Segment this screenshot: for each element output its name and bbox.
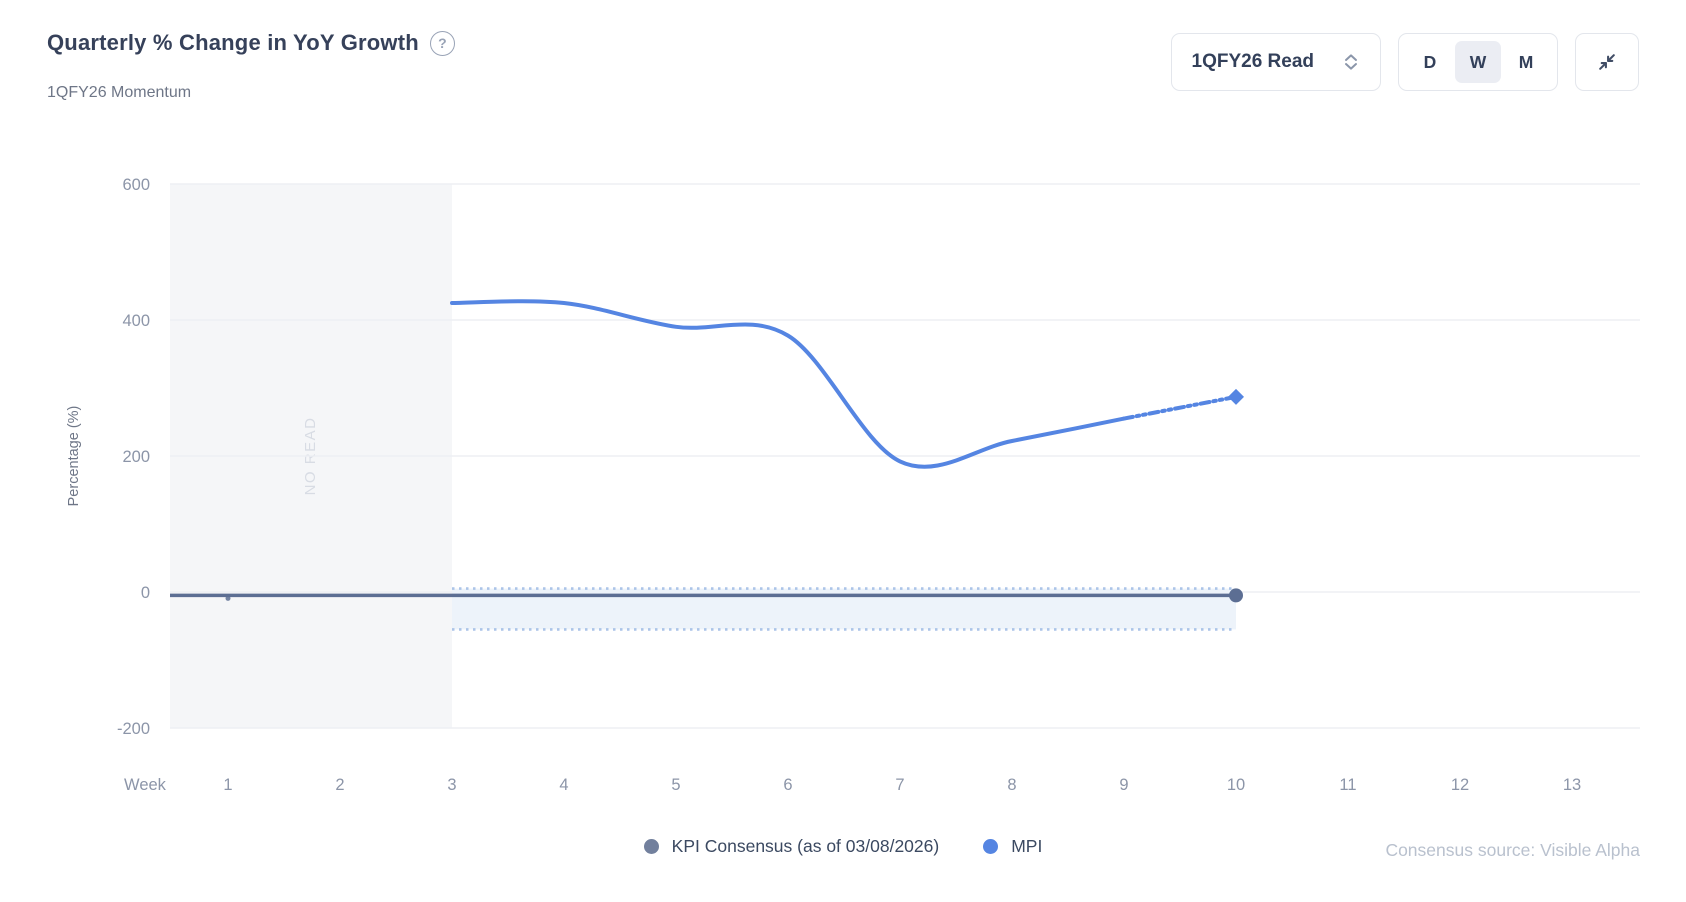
legend-item[interactable]: MPI bbox=[983, 836, 1042, 857]
granularity-toggle: D W M bbox=[1398, 33, 1558, 91]
y-tick-label: 0 bbox=[141, 584, 150, 602]
collapse-button[interactable] bbox=[1575, 33, 1639, 91]
legend-item[interactable]: KPI Consensus (as of 03/08/2026) bbox=[643, 836, 940, 857]
x-tick-label: 2 bbox=[335, 776, 344, 794]
legend-dot-icon bbox=[983, 839, 999, 854]
x-axis-prefix: Week bbox=[124, 776, 167, 794]
y-tick-label: 400 bbox=[122, 312, 150, 330]
y-tick-label: 200 bbox=[122, 448, 150, 466]
granularity-option-weekly[interactable]: W bbox=[1455, 41, 1501, 83]
legend-dot-icon bbox=[643, 839, 659, 854]
x-tick-label: 9 bbox=[1119, 776, 1128, 794]
page-title: Quarterly % Change in YoY Growth bbox=[47, 30, 419, 55]
x-tick-label: 13 bbox=[1563, 776, 1581, 794]
source-note: Consensus source: Visible Alpha bbox=[1385, 840, 1640, 860]
mpi-line-solid bbox=[450, 299, 1126, 469]
chart-legend: KPI Consensus (as of 03/08/2026) MPI bbox=[0, 836, 1686, 857]
x-tick-label: 5 bbox=[671, 776, 680, 794]
mpi-line-forecast bbox=[1122, 394, 1238, 421]
granularity-option-monthly[interactable]: M bbox=[1518, 51, 1534, 72]
x-tick-label: 10 bbox=[1227, 776, 1245, 794]
x-tick-label: 11 bbox=[1339, 776, 1356, 794]
header: Quarterly % Change in YoY Growth ? bbox=[47, 30, 455, 56]
kpi-consensus-end-marker bbox=[1229, 588, 1243, 603]
granularity-option-daily[interactable]: D bbox=[1423, 51, 1437, 72]
sort-chevrons-icon bbox=[1345, 54, 1357, 70]
period-select-value: 1QFY26 Read bbox=[1191, 51, 1315, 72]
x-tick-label: 6 bbox=[783, 776, 792, 794]
kpi-consensus-week1-marker bbox=[225, 595, 231, 601]
x-tick-label: 1 bbox=[223, 776, 232, 794]
y-tick-label: -200 bbox=[117, 720, 150, 738]
period-select[interactable]: 1QFY26 Read bbox=[1170, 33, 1381, 91]
x-tick-label: 3 bbox=[447, 776, 456, 794]
x-tick-label: 8 bbox=[1007, 776, 1016, 794]
help-icon[interactable]: ? bbox=[429, 30, 455, 56]
legend-label: MPI bbox=[1011, 836, 1043, 856]
y-axis-title: Percentage (%) bbox=[66, 406, 82, 507]
collapse-arrows-icon bbox=[1599, 54, 1615, 70]
x-tick-label: 7 bbox=[895, 776, 904, 794]
x-tick-label: 4 bbox=[559, 776, 568, 794]
legend-label: KPI Consensus (as of 03/08/2026) bbox=[671, 836, 940, 856]
header-controls: 1QFY26 Read D W M bbox=[1170, 33, 1639, 91]
mpi-end-marker bbox=[1228, 388, 1244, 405]
page-subtitle: 1QFY26 Momentum bbox=[47, 84, 192, 101]
y-tick-label: 600 bbox=[122, 176, 150, 194]
x-tick-label: 12 bbox=[1451, 776, 1469, 794]
